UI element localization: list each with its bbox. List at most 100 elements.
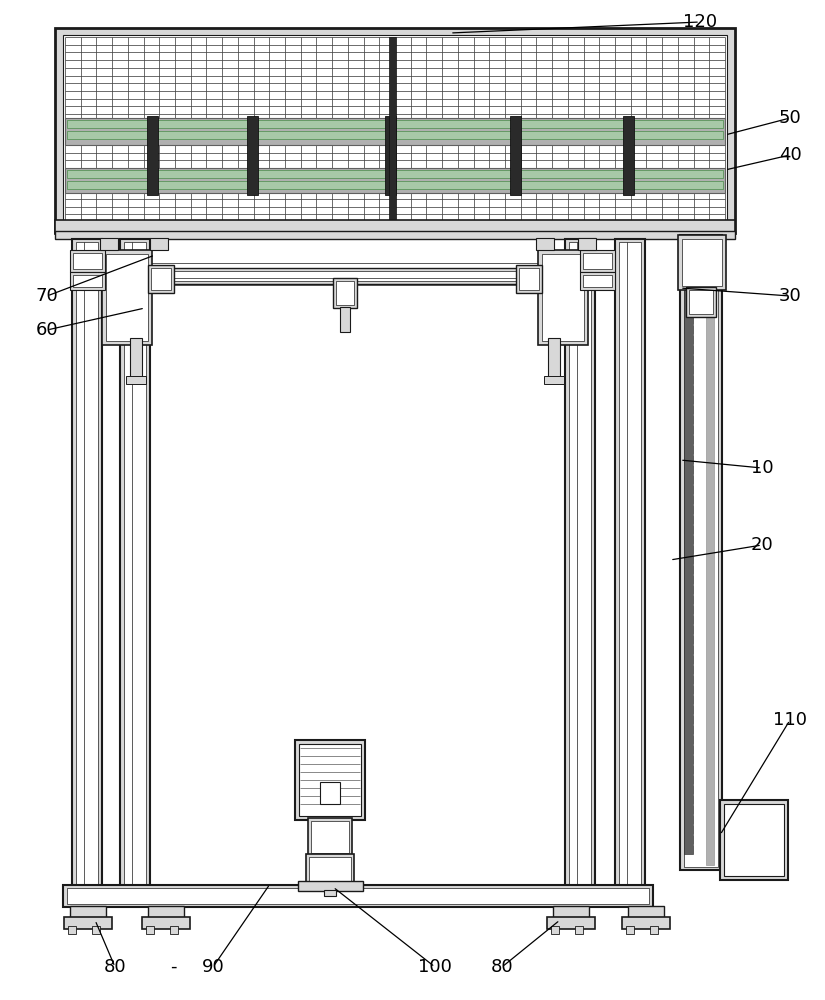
Bar [684,345,693,354]
Bar [583,253,612,269]
Bar [65,168,725,193]
Text: 50: 50 [779,109,801,127]
Text: 80: 80 [491,958,513,976]
Bar [684,695,693,704]
Bar [684,745,693,754]
Bar [551,926,559,934]
Bar [547,917,595,929]
Bar [684,455,693,464]
Circle shape [567,252,573,258]
Bar [684,665,693,674]
Bar [622,917,670,929]
Bar [684,565,693,574]
Bar [684,535,693,544]
Bar [106,254,148,341]
Bar [628,906,664,920]
Bar [542,254,584,341]
Bar [684,495,693,504]
Bar [689,290,713,314]
Bar [63,885,653,907]
Circle shape [110,238,115,243]
Bar [724,804,784,876]
Text: 110: 110 [773,711,807,729]
Bar [684,475,693,484]
Bar [124,242,146,886]
Text: 20: 20 [751,536,773,554]
Bar [324,890,336,896]
Bar [153,271,537,281]
Bar [684,305,693,314]
Bar [544,376,564,384]
Bar [73,275,102,287]
Bar [684,265,693,274]
Bar [67,120,723,128]
Bar [68,926,76,934]
Bar [575,926,583,934]
Bar [72,239,102,889]
Bar [684,238,718,867]
Bar [684,485,693,494]
Bar [306,854,354,884]
Bar [684,785,693,794]
Text: 90: 90 [201,958,224,976]
Bar [150,268,540,284]
Bar [150,238,168,250]
Text: 60: 60 [35,321,59,339]
Bar [684,355,693,364]
Bar [686,287,716,317]
Bar [536,238,554,250]
Bar [583,275,612,287]
Bar [706,240,714,865]
Text: 120: 120 [683,13,717,31]
Bar [684,405,693,414]
Bar [333,278,357,308]
Bar [92,926,100,934]
Bar [684,845,693,854]
Bar [684,385,693,394]
Bar [684,555,693,564]
Circle shape [581,238,586,243]
Bar [684,825,693,834]
Bar [70,250,105,272]
Circle shape [159,238,164,243]
Bar [626,926,634,934]
Bar [170,926,178,934]
Bar [684,325,693,334]
Bar [320,782,340,804]
Text: 10: 10 [751,459,773,477]
Bar [311,821,349,853]
Circle shape [539,238,544,243]
Bar [684,615,693,624]
Circle shape [567,259,573,265]
Bar [55,231,735,239]
Bar [684,395,693,404]
Text: 100: 100 [418,958,452,976]
Bar [389,37,396,222]
Bar [684,655,693,664]
Bar [385,116,396,195]
Bar [650,926,658,934]
Bar [519,268,539,290]
Text: 40: 40 [779,146,801,164]
Bar [100,238,118,250]
Bar [247,116,258,195]
Bar [336,281,354,305]
Bar [684,445,693,454]
Bar [55,28,735,233]
Bar [65,118,725,145]
Bar [73,253,102,269]
Bar [684,465,693,474]
Bar [308,818,352,856]
Bar [147,116,158,195]
Bar [130,338,142,380]
Bar [578,238,596,250]
Bar [684,585,693,594]
Bar [684,595,693,604]
Bar [70,906,106,920]
Bar [684,365,693,374]
Bar [295,740,365,820]
Bar [684,515,693,524]
Bar [63,35,727,225]
Bar [684,275,693,284]
Text: 80: 80 [104,958,126,976]
